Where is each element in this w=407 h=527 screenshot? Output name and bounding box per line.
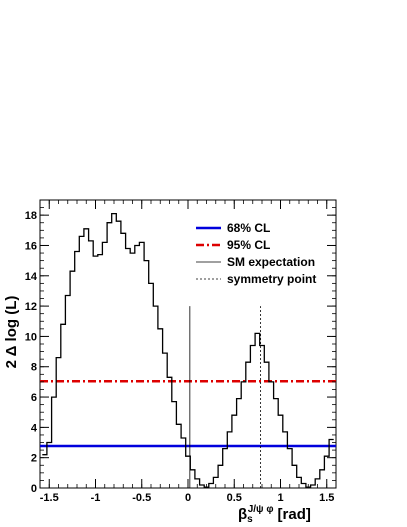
y-tick-label: 4 (31, 422, 38, 434)
x-tick-label: 1 (277, 492, 283, 504)
y-axis-label: 2 Δ log (L) (3, 296, 20, 369)
x-tick-label: -0.5 (132, 492, 151, 504)
likelihood-curve (42, 212, 334, 488)
legend-label-1: 68% CL (227, 221, 270, 235)
legend-label-2: 95% CL (227, 238, 270, 252)
axis-ticks: -1.5 -1 -0.5 0 0.5 1 1.5 0 2 4 6 8 10 12 14 16 18 (25, 199, 337, 504)
y-tick-label: 0 (31, 483, 37, 495)
y-tick-label: 8 (31, 362, 37, 374)
y-tick-label: 16 (25, 240, 37, 252)
legend-label-3: SM expectation (227, 255, 315, 269)
y-tick-label: 18 (25, 210, 37, 222)
y-tick-label: 2 (31, 453, 37, 465)
y-tick-label: 10 (25, 331, 37, 343)
x-tick-label: 1.5 (319, 492, 334, 504)
legend: 68% CL 95% CL SM expectation symmetry point (196, 221, 316, 286)
curve-series-1 (42, 212, 334, 488)
y-tick-label: 12 (25, 301, 37, 313)
axis-labels: 2 Δ log (L) βsJ/ψ φ [rad] (3, 296, 311, 525)
x-tick-label: 0.5 (227, 492, 242, 504)
x-tick-label: -1.5 (40, 492, 59, 504)
x-tick-label: -1 (91, 492, 101, 504)
x-tick-label: 0 (185, 492, 191, 504)
y-tick-label: 6 (31, 392, 37, 404)
legend-label-4: symmetry point (227, 272, 316, 286)
y-tick-label: 14 (25, 271, 38, 283)
x-axis-label: βsJ/ψ φ [rad] (238, 504, 311, 525)
